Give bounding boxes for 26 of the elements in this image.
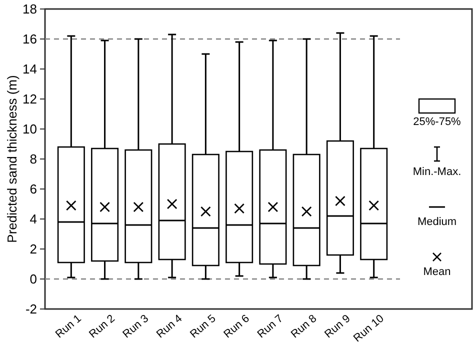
y-tick-label: 14 (22, 62, 37, 76)
y-tick-label: 18 (22, 2, 37, 16)
y-tick-label: 0 (30, 272, 37, 286)
x-tick-label: Run 8 (288, 312, 320, 341)
text: Medium (417, 216, 457, 228)
x-tick-label: Run 2 (87, 312, 118, 341)
y-tick-label: 4 (30, 212, 37, 226)
y-tick-label: 12 (22, 92, 37, 106)
y-axis-title: Predicted sand thickness (m) (4, 75, 20, 243)
text: Mean (423, 266, 451, 278)
x-tick-label: Run 3 (120, 312, 151, 341)
x-tick-label: Run 6 (222, 312, 252, 341)
text: 25%-75% (413, 116, 462, 128)
text: Min.-Max. (412, 166, 462, 178)
x-tick-label: Run 10 (352, 312, 386, 345)
y-tick-label: -2 (25, 302, 37, 316)
y-tick-label: 16 (22, 32, 37, 46)
y-tick-label: 8 (30, 152, 37, 166)
y-tick-label: 6 (30, 182, 37, 196)
x-tick-label: Run 7 (255, 312, 286, 341)
x-tick-label: Run 1 (54, 312, 84, 341)
x-tick-label: Run 9 (322, 312, 353, 341)
y-tick-label: 2 (30, 242, 37, 256)
x-tick-label: Run 5 (188, 312, 218, 341)
y-tick-label: 10 (22, 122, 37, 136)
x-tick-label: Run 4 (154, 312, 185, 341)
